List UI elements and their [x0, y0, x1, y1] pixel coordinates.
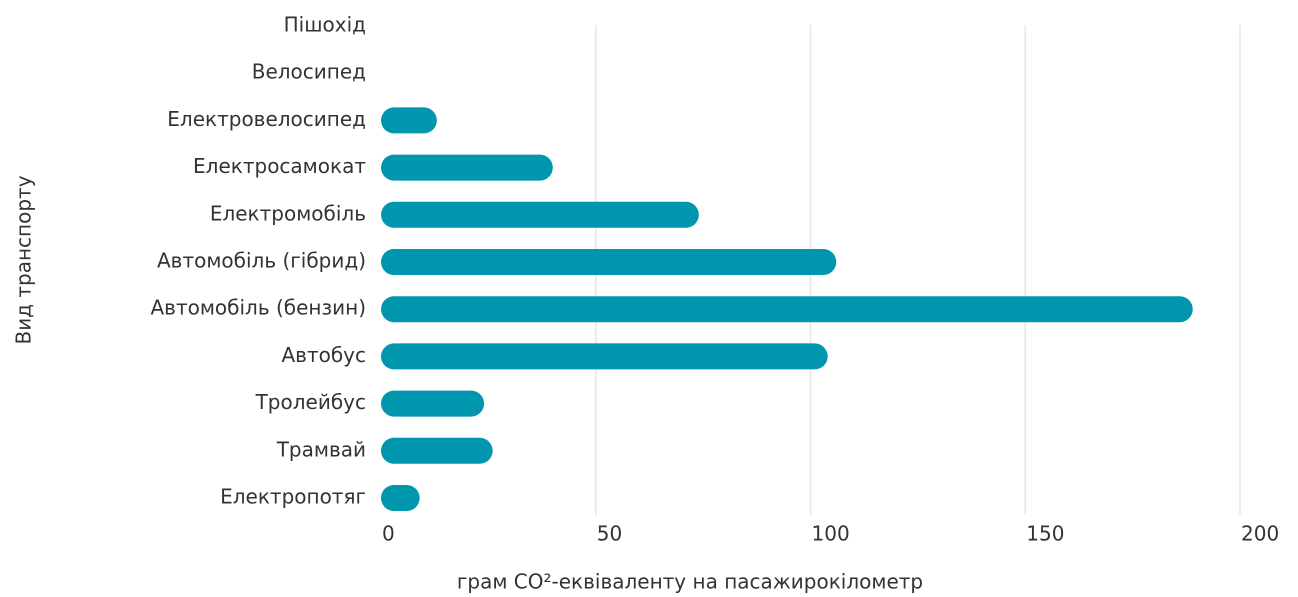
x-axis-label: грам CO²-еквіваленту на пасажирокілометр: [457, 570, 923, 594]
bar: [381, 201, 699, 228]
x-tick-label: 100: [812, 522, 850, 546]
y-tick-label: Електросамокат: [193, 154, 366, 178]
x-tick-label: 200: [1241, 522, 1279, 546]
y-tick-label: Велосипед: [252, 60, 366, 84]
bar: [381, 343, 828, 370]
bar: [381, 107, 437, 134]
y-axis-label: Вид транспорту: [12, 175, 36, 344]
bar: [381, 390, 485, 417]
y-tick-label: Електропотяг: [220, 485, 366, 509]
y-tick-label: Пішохід: [284, 13, 366, 37]
y-tick-label: Автобус: [281, 343, 366, 367]
bar: [381, 485, 420, 511]
y-tick-label: Електромобіль: [210, 201, 366, 225]
y-tick-label: Автомобіль (гібрид): [157, 249, 366, 273]
x-tick-label: 0: [382, 522, 395, 546]
x-tick-label: 150: [1026, 522, 1064, 546]
bar: [381, 249, 837, 275]
bar: [381, 437, 493, 464]
y-tick-label: Тролейбус: [255, 390, 366, 414]
y-tick-label: Трамвай: [276, 437, 366, 461]
y-tick-label: Електровелосипед: [167, 107, 366, 131]
bar: [381, 154, 553, 181]
y-tick-label: Автомобіль (бензин): [150, 296, 366, 320]
x-tick-label: 50: [597, 522, 622, 546]
bar: [381, 296, 1193, 323]
